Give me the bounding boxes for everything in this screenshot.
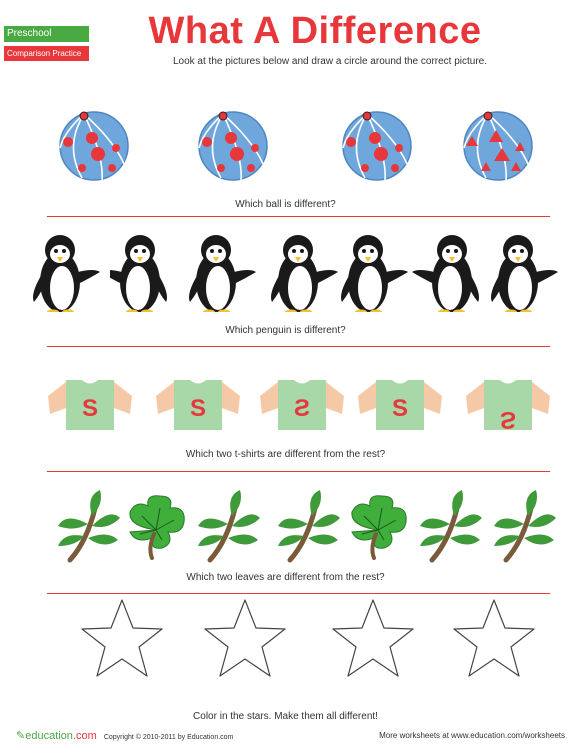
leaf-1[interactable] [52,488,124,570]
instructions: Look at the pictures below and draw a ci… [172,56,488,67]
penguin-3[interactable] [186,232,260,312]
ball-2[interactable] [197,110,269,182]
star-3[interactable] [323,596,423,686]
divider [47,346,550,347]
question-tshirts: Which two t-shirts are different from th… [185,449,386,460]
logo-text: education [25,730,73,742]
question-leaves: Which two leaves are different from the … [186,572,385,583]
penguin-1[interactable] [30,232,104,312]
penguin-5[interactable] [338,232,412,312]
divider [47,216,550,217]
education-logo: ✎education.com [16,730,100,742]
question-penguins: Which penguin is different? [225,325,346,336]
shirt-letter: S [190,395,206,422]
shirt-letter: S [82,395,98,422]
logo-icon: ✎ [16,730,26,742]
penguin-4[interactable] [268,232,342,312]
divider [47,471,550,472]
copyright: Copyright © 2010-2011 by Education.com [103,734,234,741]
question-balls: Which ball is different? [235,199,336,210]
tshirt-4[interactable]: S [352,372,448,436]
more-worksheets-link[interactable]: More worksheets at www.education.com/wor… [379,731,565,740]
clover-leaf-1[interactable] [120,488,192,570]
question-stars: Color in the stars. Make them all differ… [193,711,378,722]
star-4[interactable] [444,596,544,686]
star-1[interactable] [72,596,172,686]
tshirt-1[interactable]: S [42,372,138,436]
penguin-6[interactable] [410,232,484,312]
ball-3[interactable] [341,110,413,182]
grade-tag: Preschool [4,26,89,42]
logo-suffix: .com [72,730,97,742]
tshirt-3[interactable]: S [254,372,350,436]
divider [47,593,550,594]
leaf-4[interactable] [414,488,486,570]
ball-1[interactable] [58,110,130,182]
ball-4[interactable] [462,110,534,182]
tshirt-2[interactable]: S [150,372,246,436]
topic-tag: Comparison Practice [4,46,89,61]
shirt-letter: S [294,395,310,422]
leaf-2[interactable] [192,488,264,570]
star-2[interactable] [195,596,295,686]
leaf-3[interactable] [272,488,344,570]
shirt-letter: S [392,395,408,422]
penguin-7[interactable] [488,232,562,312]
shirt-letter: S [500,406,516,433]
leaf-5[interactable] [488,488,560,570]
penguin-2[interactable] [110,232,184,312]
clover-leaf-2[interactable] [342,488,414,570]
footer-branding: ✎education.com Copyright © 2010-2011 by … [16,729,233,742]
page-title: What A Difference [148,10,482,52]
tshirt-5[interactable]: S [460,372,556,436]
